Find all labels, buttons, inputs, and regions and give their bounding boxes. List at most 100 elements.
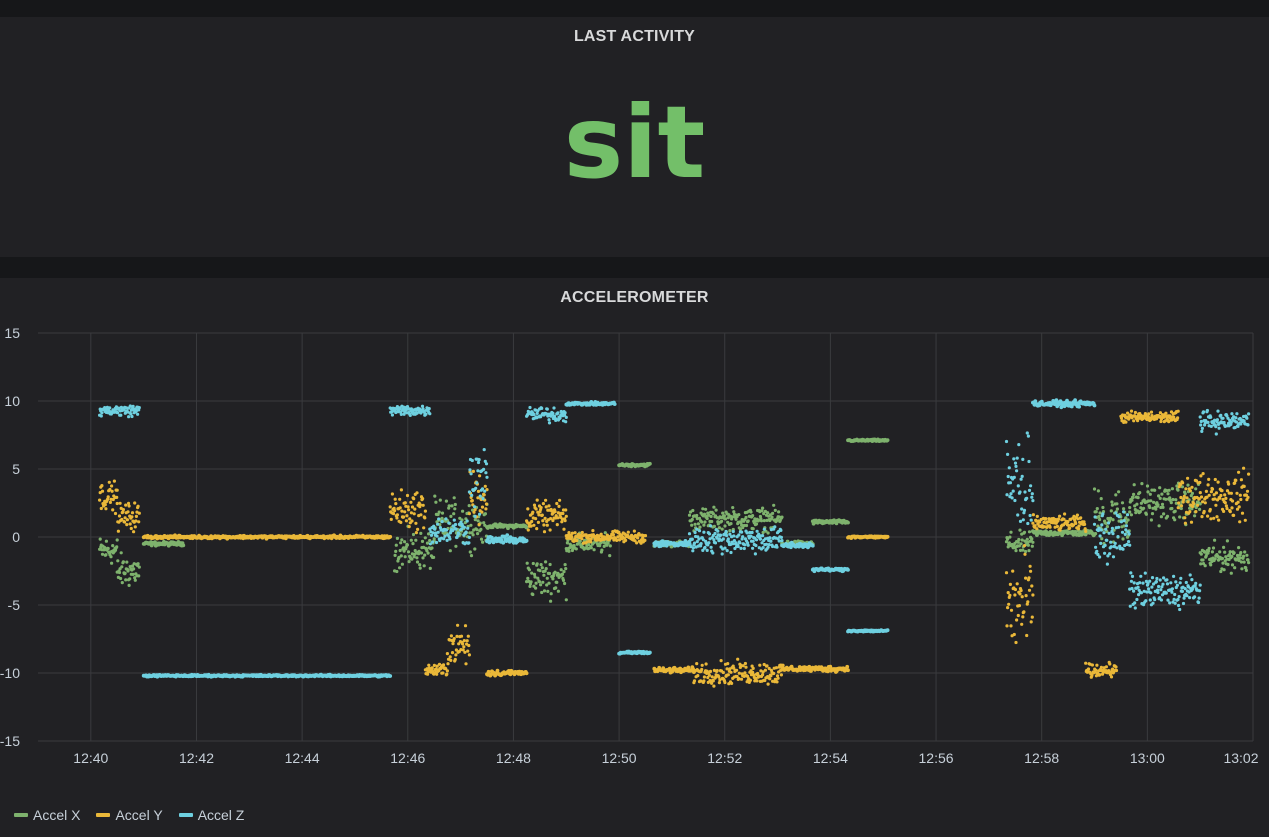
- data-point: [1133, 504, 1137, 508]
- data-point: [1179, 506, 1183, 511]
- legend-item-accel-y[interactable]: Accel Y: [96, 807, 163, 823]
- data-point: [1155, 576, 1159, 581]
- data-point: [1018, 519, 1023, 523]
- data-point: [1226, 562, 1230, 567]
- data-point: [549, 517, 553, 521]
- data-point: [120, 517, 124, 522]
- data-point: [740, 530, 744, 534]
- panel-title[interactable]: LAST ACTIVITY: [573, 28, 696, 45]
- panel-title[interactable]: ACCELEROMETER: [560, 289, 709, 306]
- data-point: [1159, 515, 1163, 519]
- data-point: [1198, 583, 1202, 587]
- data-point: [1170, 487, 1174, 491]
- data-point: [1031, 521, 1035, 525]
- data-point: [538, 569, 542, 573]
- data-point: [769, 539, 773, 543]
- data-point: [541, 580, 545, 584]
- data-point: [1012, 457, 1016, 461]
- data-point: [422, 526, 426, 530]
- legend-item-accel-x[interactable]: Accel X: [14, 807, 80, 823]
- data-point: [467, 504, 471, 508]
- data-point: [1012, 475, 1016, 479]
- data-point: [552, 406, 556, 410]
- data-point: [1019, 477, 1023, 481]
- data-point: [1183, 492, 1187, 496]
- data-point: [100, 552, 105, 556]
- data-point: [723, 546, 727, 550]
- data-point: [535, 562, 539, 566]
- data-point: [1144, 599, 1148, 603]
- data-point: [441, 663, 446, 667]
- data-point: [737, 513, 741, 517]
- data-point: [1175, 484, 1179, 488]
- data-point: [476, 489, 481, 493]
- data-point: [1228, 510, 1232, 514]
- data-point: [482, 467, 486, 471]
- data-point: [773, 525, 777, 529]
- data-point: [1154, 507, 1158, 511]
- data-point: [433, 494, 437, 498]
- data-point: [124, 578, 128, 582]
- data-point: [1246, 423, 1250, 427]
- data-point: [132, 530, 136, 534]
- data-point: [130, 511, 135, 515]
- data-point: [1028, 513, 1032, 518]
- data-point: [416, 527, 420, 531]
- data-point: [750, 530, 754, 535]
- data-point: [1005, 493, 1009, 497]
- data-point: [718, 533, 723, 537]
- data-point: [1126, 518, 1130, 522]
- data-point: [1157, 524, 1161, 528]
- data-point: [692, 541, 697, 545]
- data-point: [1100, 537, 1104, 541]
- legend-item-accel-z[interactable]: Accel Z: [178, 807, 244, 823]
- data-point: [761, 673, 765, 677]
- data-point: [1025, 537, 1029, 541]
- data-point: [468, 468, 472, 472]
- data-point: [720, 527, 724, 531]
- data-point: [1128, 506, 1132, 510]
- data-point: [1193, 595, 1197, 599]
- data-point: [1194, 510, 1198, 514]
- data-point: [760, 509, 764, 513]
- data-point: [398, 506, 402, 510]
- data-point: [612, 402, 617, 406]
- data-point: [1178, 581, 1182, 585]
- data-point: [1109, 540, 1113, 544]
- data-point: [128, 404, 132, 408]
- data-point: [452, 637, 456, 641]
- data-point: [530, 519, 534, 524]
- data-point: [425, 549, 429, 553]
- data-point: [1012, 632, 1016, 637]
- data-point: [743, 661, 748, 666]
- data-point: [115, 501, 119, 506]
- data-point: [771, 511, 775, 515]
- data-point: [1205, 408, 1209, 413]
- data-point: [1215, 498, 1220, 502]
- data-point: [1075, 513, 1079, 517]
- data-point: [1124, 516, 1128, 520]
- data-point: [407, 525, 411, 529]
- data-point: [885, 534, 890, 539]
- data-point: [1166, 492, 1170, 496]
- data-point: [1239, 551, 1243, 555]
- data-point: [1214, 425, 1218, 429]
- data-point: [564, 598, 568, 602]
- data-point: [525, 561, 529, 565]
- data-point: [709, 524, 713, 528]
- data-point: [127, 583, 131, 587]
- data-point: [1077, 524, 1081, 528]
- data-point: [432, 555, 436, 559]
- data-point: [1202, 509, 1206, 514]
- data-point: [713, 531, 717, 536]
- data-point: [589, 546, 593, 550]
- data-point: [734, 517, 738, 521]
- data-point: [1132, 581, 1136, 585]
- data-point: [810, 543, 815, 548]
- data-point: [772, 503, 776, 507]
- data-point: [1011, 569, 1015, 573]
- data-point: [530, 571, 534, 575]
- data-point: [1129, 409, 1134, 413]
- data-point: [1230, 506, 1234, 510]
- data-point: [1142, 589, 1146, 593]
